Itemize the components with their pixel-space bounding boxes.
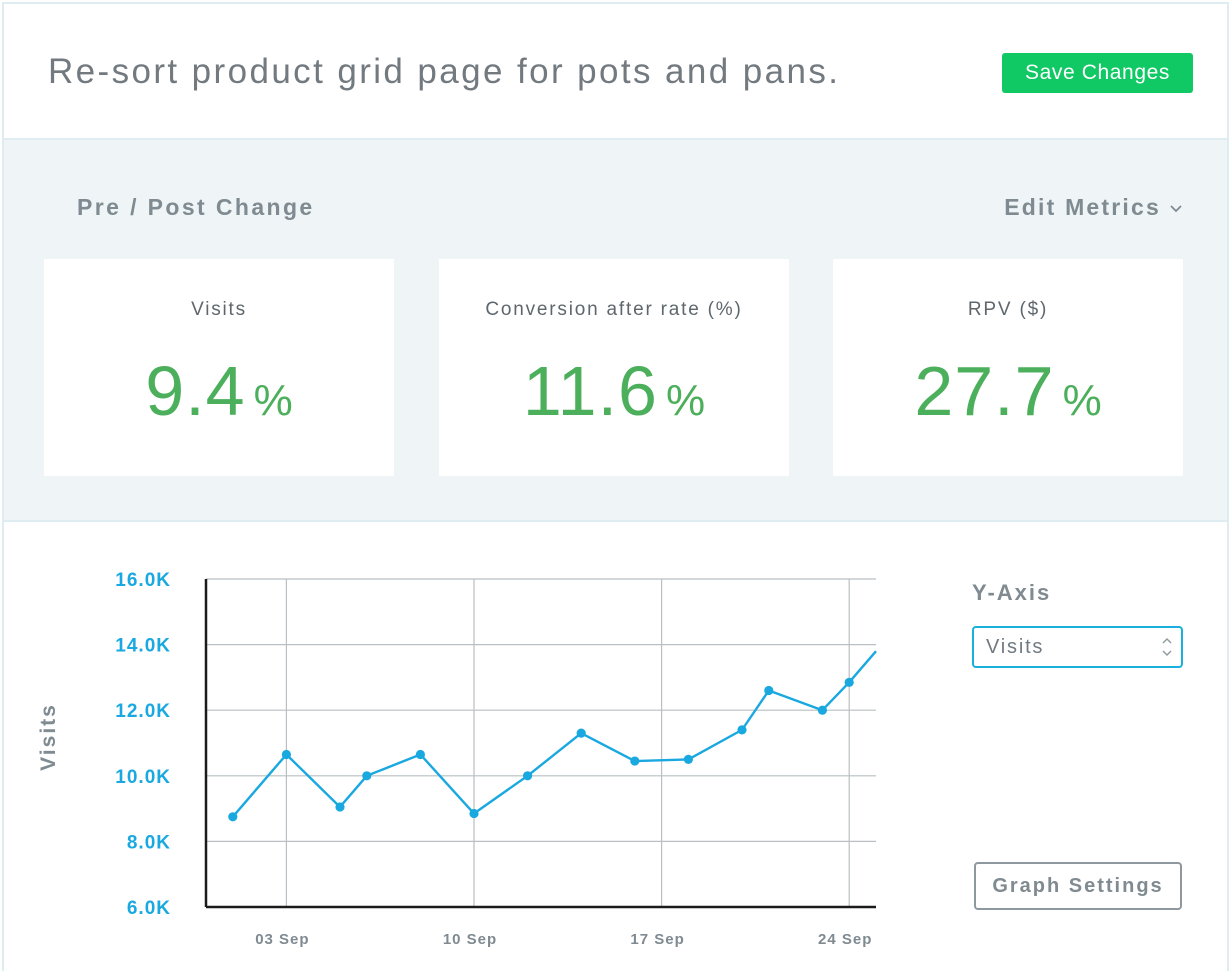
- data-point: [523, 771, 533, 781]
- save-changes-button[interactable]: Save Changes: [1002, 53, 1193, 93]
- y-axis-select[interactable]: Visits: [972, 626, 1183, 668]
- edit-metrics-label: Edit Metrics: [1004, 194, 1161, 220]
- metric-card-conversion: Conversion after rate (%) 11.6%: [439, 259, 789, 476]
- metric-number: 11.6: [522, 352, 658, 430]
- metric-card-visits: Visits 9.4%: [44, 259, 394, 476]
- chart-grid: [206, 578, 876, 907]
- graph-settings-button[interactable]: Graph Settings: [974, 862, 1182, 910]
- data-point: [281, 749, 291, 760]
- data-point: [737, 725, 747, 735]
- y-tick-label: 16.0K: [115, 570, 171, 591]
- metric-number: 9.4: [145, 352, 246, 430]
- x-tick-label: 17 Sep: [630, 931, 684, 948]
- y-axis-selected-value: Visits: [986, 635, 1045, 658]
- y-tick-label: 10.0K: [115, 767, 171, 788]
- data-point: [415, 749, 425, 760]
- x-tick-label: 24 Sep: [818, 931, 872, 948]
- data-point: [817, 705, 828, 715]
- chart-section: 16.0K 14.0K 12.0K 10.0K 8.0K 6.0K 03 Sep 10 Sep…: [4, 522, 1227, 971]
- data-point: [335, 802, 345, 812]
- metric-number: 27.7: [914, 352, 1055, 430]
- metric-label: Visits: [191, 299, 247, 320]
- metric-label: RPV ($): [967, 299, 1049, 320]
- metric-unit: %: [253, 376, 293, 425]
- y-axis-title: Visits: [37, 703, 60, 771]
- data-point: [362, 771, 372, 781]
- metric-card-rpv: RPV ($) 27.7%: [833, 259, 1183, 476]
- page-title: Re-sort product grid page for pots and p…: [48, 52, 841, 91]
- y-tick-label: 8.0K: [127, 832, 171, 853]
- metric-value: 11.6%: [439, 351, 789, 431]
- series-line: [231, 650, 877, 818]
- metric-value: 27.7%: [833, 351, 1183, 431]
- metric-value: 9.4%: [44, 351, 394, 431]
- chart-axes: [204, 579, 876, 909]
- metrics-panel: Pre / Post Change Edit Metrics Visits 9.…: [4, 138, 1227, 522]
- metric-label: Conversion after rate (%): [485, 299, 743, 320]
- data-point: [630, 756, 640, 766]
- metric-unit: %: [1062, 376, 1102, 425]
- x-tick-label: 10 Sep: [443, 931, 497, 948]
- edit-metrics-dropdown[interactable]: Edit Metrics: [1004, 194, 1183, 221]
- y-tick-label: 14.0K: [115, 636, 171, 657]
- y-tick-label: 6.0K: [127, 898, 171, 919]
- chart-series: [228, 650, 877, 822]
- chevron-down-icon: [1170, 204, 1182, 212]
- metric-unit: %: [665, 376, 706, 425]
- y-axis-control-label: Y-Axis: [972, 580, 1052, 605]
- data-point: [764, 685, 774, 696]
- metrics-section-title: Pre / Post Change: [77, 194, 315, 220]
- data-point: [683, 754, 694, 764]
- x-tick-label: 03 Sep: [255, 931, 309, 948]
- data-point: [469, 808, 479, 819]
- visits-line-chart: 16.0K 14.0K 12.0K 10.0K 8.0K 6.0K 03 Sep 10 Sep…: [37, 570, 877, 948]
- data-point: [576, 728, 586, 738]
- header: Re-sort product grid page for pots and p…: [4, 4, 1227, 138]
- select-stepper-icon: [1162, 638, 1172, 656]
- chart-tick-labels: 16.0K 14.0K 12.0K 10.0K 8.0K 6.0K 03 Sep 10 Sep…: [115, 570, 872, 948]
- data-point: [844, 677, 854, 687]
- data-point: [228, 812, 238, 822]
- y-tick-label: 12.0K: [115, 701, 171, 722]
